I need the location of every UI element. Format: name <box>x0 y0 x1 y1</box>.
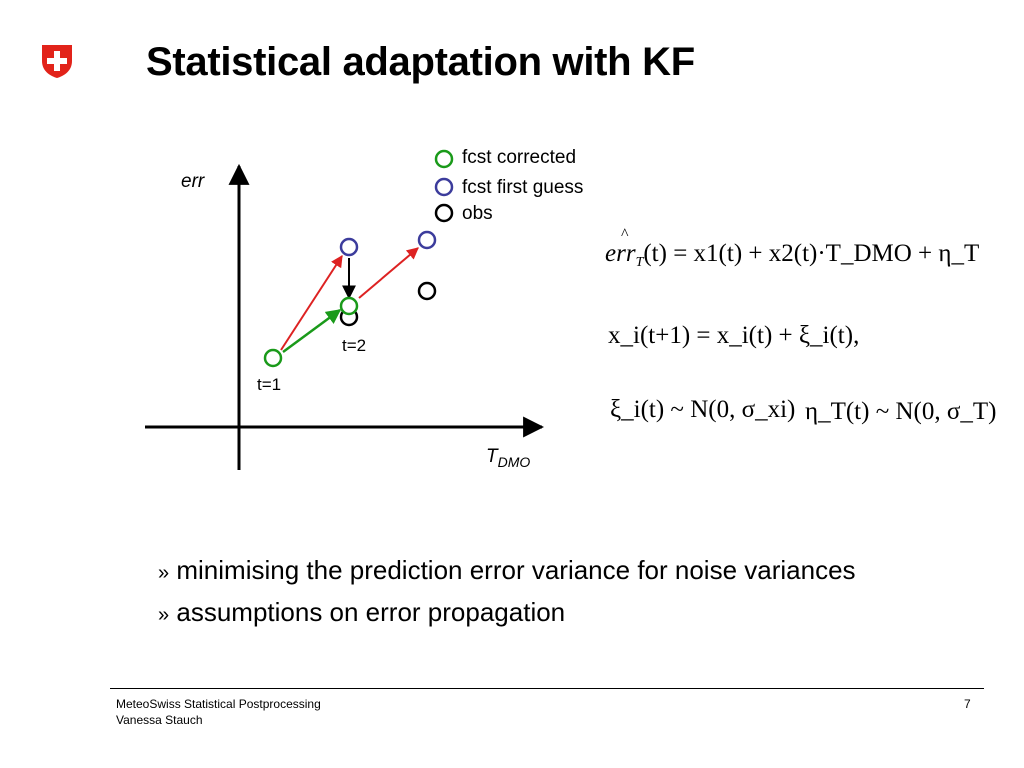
x-axis-label: TDMO <box>486 446 530 470</box>
eq1-rhs: (t) = x1(t) + x2(t)·T_DMO + η_T <box>643 240 980 267</box>
eq1-lhs: err <box>605 240 636 267</box>
equation-observation-noise: η_T(t) ~ N(0, σ_T) <box>805 398 997 425</box>
bullet-item: » minimising the prediction error varian… <box>158 555 856 597</box>
equation-state-evolution: x_i(t+1) = x_i(t) + ξ_i(t), <box>608 322 860 349</box>
legend-label-obs: obs <box>462 203 493 224</box>
slide-title: Statistical adaptation with KF <box>146 40 695 84</box>
footer-line2: Vanessa Stauch <box>116 713 203 727</box>
footer-info: MeteoSwiss Statistical Postprocessing Va… <box>116 696 321 728</box>
legend-marker-obs <box>434 203 454 223</box>
legend-marker-first-guess <box>434 177 454 197</box>
point-label-t1: t=1 <box>257 375 281 394</box>
eq1-lhs-sub: T <box>635 255 644 270</box>
swiss-cross-logo-icon <box>42 45 72 78</box>
bullet-list: » minimising the prediction error varian… <box>158 555 856 639</box>
bullet-marker: » <box>158 604 170 626</box>
first-guess-arrow-t1 <box>280 254 343 351</box>
bullet-marker: » <box>158 562 170 584</box>
bullet-item: » assumptions on error propagation <box>158 597 856 639</box>
obs-point-t3 <box>417 281 437 301</box>
corrected-point-t1 <box>263 348 283 368</box>
y-axis-label: err <box>181 171 205 192</box>
footer-line1: MeteoSwiss Statistical Postprocessing <box>116 697 321 711</box>
point-label-t2: t=2 <box>342 336 366 355</box>
first-guess-arrow-t2 <box>358 247 419 299</box>
first-guess-point-t2 <box>339 237 359 257</box>
bullet-text: minimising the prediction error variance… <box>176 555 856 585</box>
corrected-arrow <box>282 308 342 354</box>
footer-divider <box>110 688 984 689</box>
legend-marker-corrected <box>434 149 454 169</box>
x-axis-label-sub: DMO <box>498 454 531 470</box>
equation-state-noise: ξ_i(t) ~ N(0, σ_xi) <box>610 396 796 423</box>
first-guess-point-t3 <box>417 230 437 250</box>
eq1-hat: ^ <box>621 226 629 243</box>
legend-label-corrected: fcst corrected <box>462 147 576 168</box>
equation-state-observation: ^ errT(t) = x1(t) + x2(t)·T_DMO + η_T <box>605 226 980 271</box>
bullet-text: assumptions on error propagation <box>176 597 566 627</box>
x-axis-label-main: T <box>486 446 499 467</box>
page-number: 7 <box>964 697 971 711</box>
legend-label-first-guess: fcst first guess <box>462 177 583 198</box>
corrected-point-t2 <box>339 296 359 316</box>
